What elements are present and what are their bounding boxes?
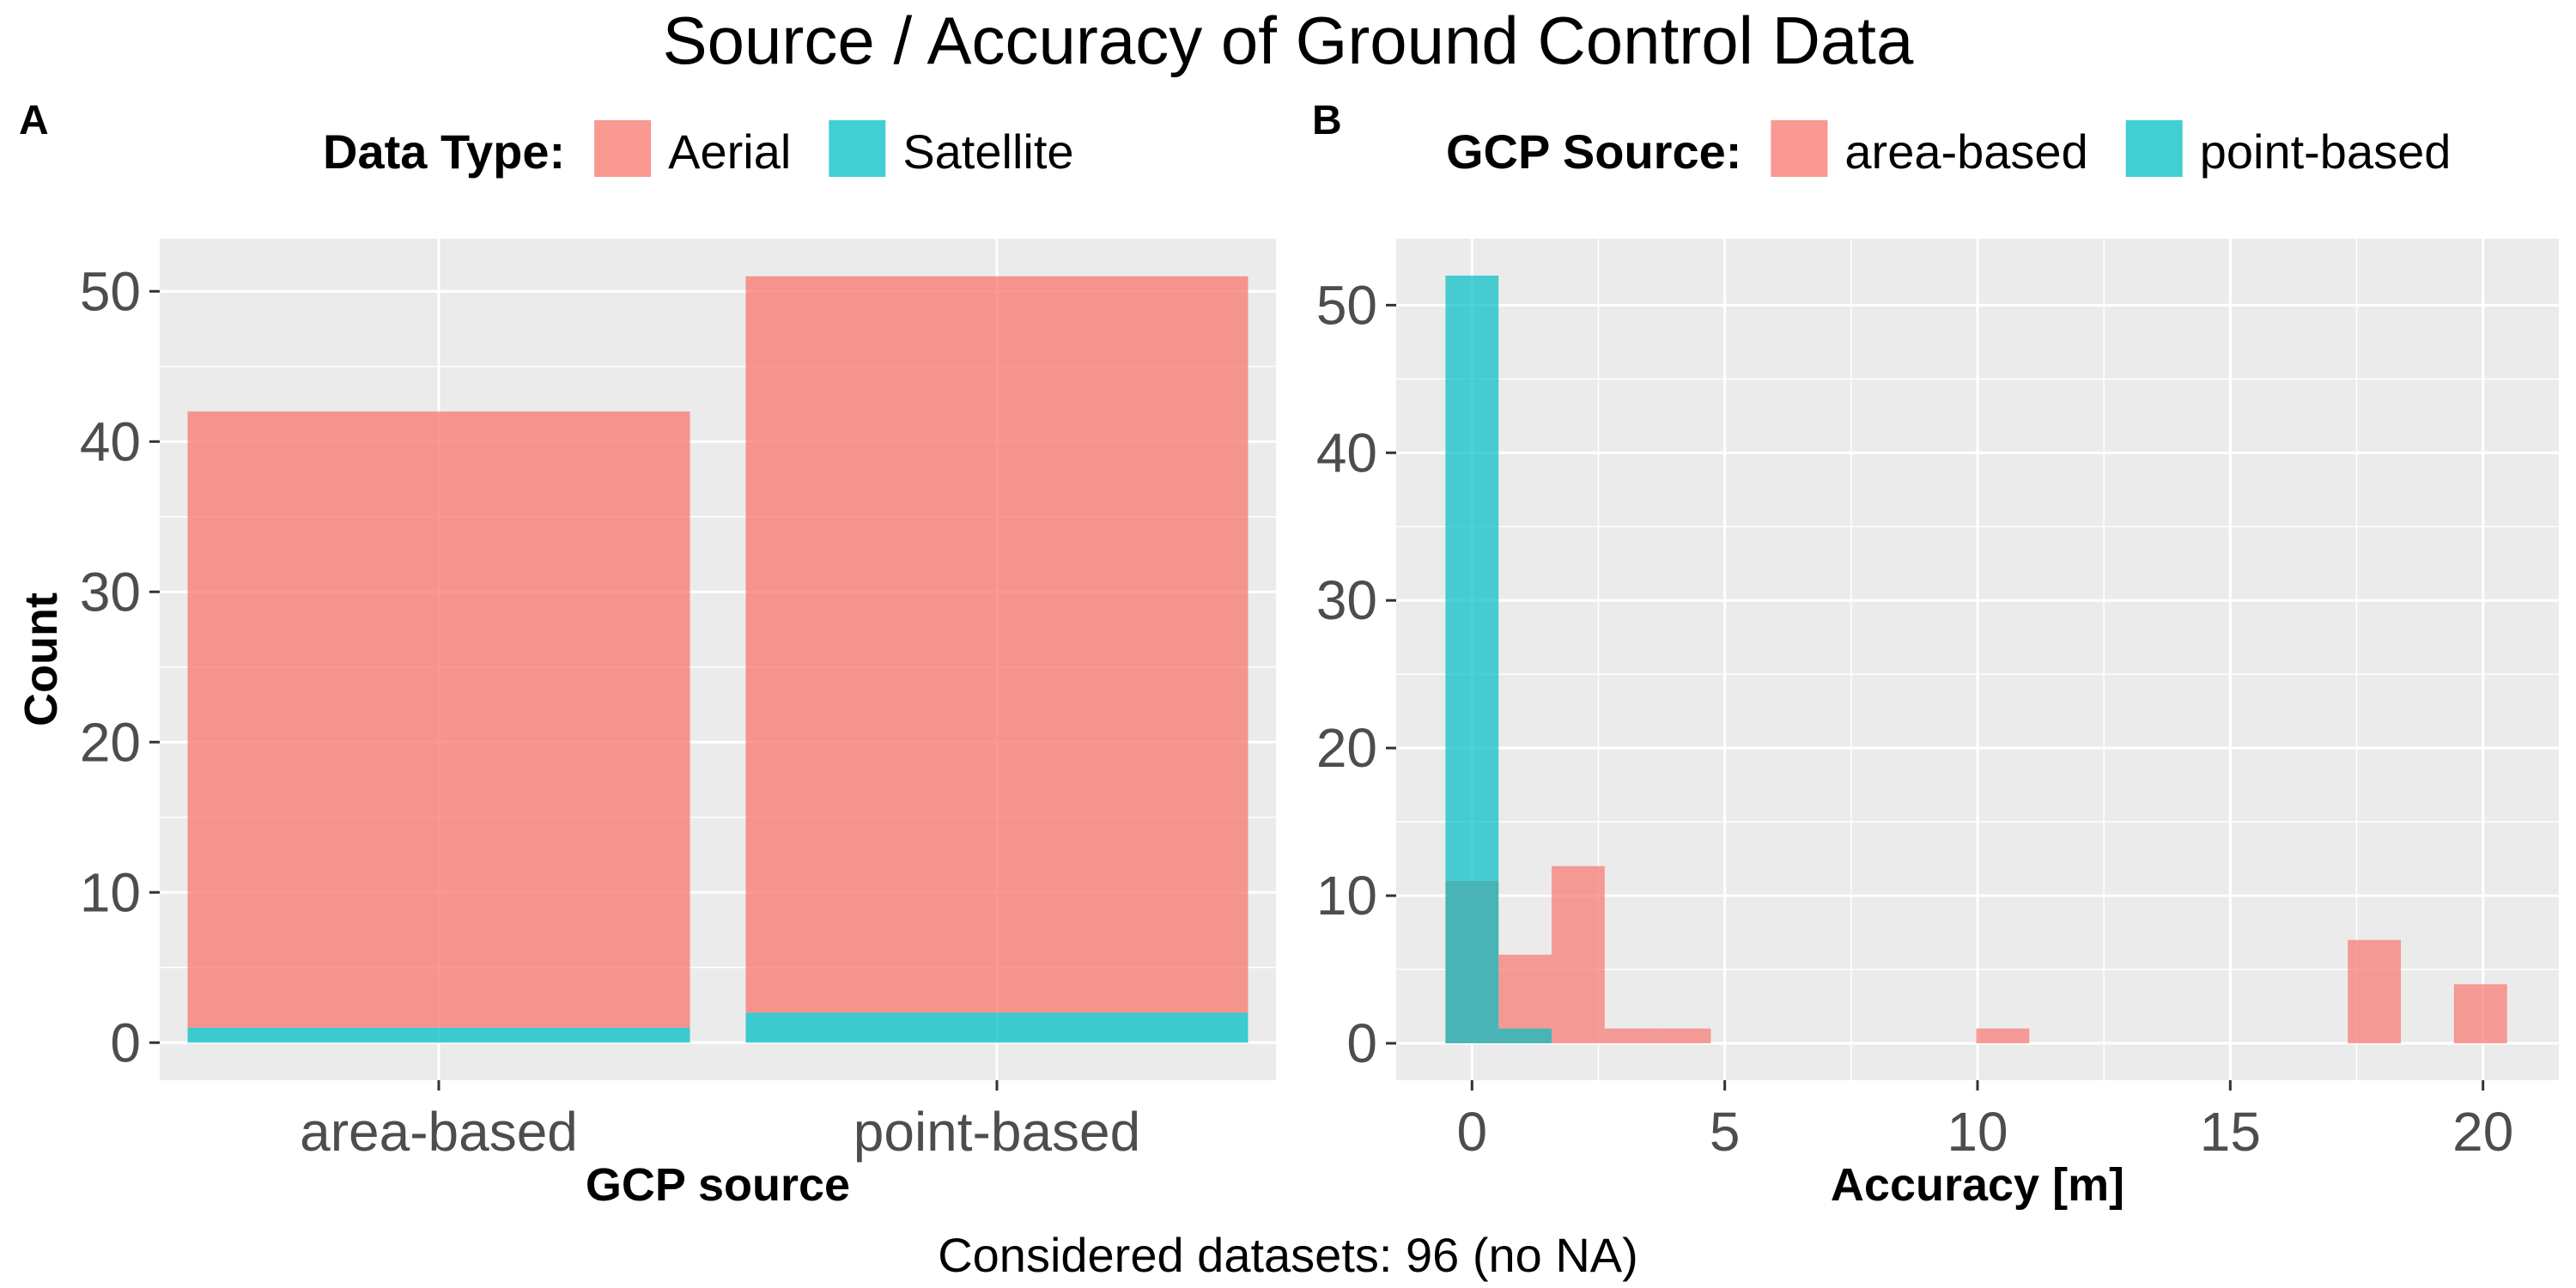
legend-gcp-source-label-area-based: area-based xyxy=(1844,125,2087,179)
panel-b-y-tick-label: 40 xyxy=(1316,422,1377,483)
legend-gcp-source-key-point-based xyxy=(2125,120,2183,177)
panel-b-x-tick-label: 15 xyxy=(2200,1101,2261,1163)
panel-b-tag: B xyxy=(1312,98,1342,143)
legend-data-type-label-Aerial: Aerial xyxy=(668,125,791,179)
legend-gcp-source-label-point-based: point-based xyxy=(2200,125,2451,179)
panel-b-y-tick-label: 20 xyxy=(1316,717,1377,779)
legend-data-type-key-Aerial xyxy=(594,120,652,177)
panel-b-x-axis-title: Accuracy [m] xyxy=(1831,1159,2124,1211)
chart-caption: Considered datasets: 96 (no NA) xyxy=(938,1228,1638,1282)
legend-data-type-key-Satellite xyxy=(829,120,886,177)
hist-bar-point-based xyxy=(1498,1028,1552,1044)
panel-b-y-tick-label: 50 xyxy=(1316,274,1377,336)
bar-satellite-area-based xyxy=(187,1027,690,1043)
panel-b-y-tick-label: 10 xyxy=(1316,865,1377,927)
hist-bar-area-based xyxy=(1657,1028,1711,1044)
panel-a-y-tick-label: 50 xyxy=(80,260,141,322)
panel-a-y-tick-label: 10 xyxy=(80,861,141,923)
panel-a-tag: A xyxy=(19,98,49,143)
legend-data-type-title: Data Type: xyxy=(323,125,565,179)
hist-bar-area-based xyxy=(2348,939,2402,1044)
bar-satellite-point-based xyxy=(745,1012,1249,1043)
legend-data-type: Data Type: Aerial Satellite xyxy=(323,120,1074,179)
panel-a-x-axis-title: GCP source xyxy=(586,1159,850,1211)
panel-b-x-tick-label: 20 xyxy=(2452,1101,2513,1163)
legend-gcp-source-title: GCP Source: xyxy=(1446,125,1741,179)
panel-a-y-tick-label: 40 xyxy=(80,410,141,472)
panel-a-y-tick-label: 0 xyxy=(110,1012,141,1073)
legend-data-type-label-Satellite: Satellite xyxy=(902,125,1073,179)
hist-bar-area-based xyxy=(1552,866,1605,1044)
hist-bar-point-based xyxy=(1445,275,1499,1044)
panel-b-x-tick-label: 5 xyxy=(1710,1101,1741,1163)
panel-a-y-tick-label: 20 xyxy=(80,711,141,773)
hist-bar-area-based xyxy=(1976,1028,2030,1044)
hist-bar-area-based xyxy=(2453,984,2507,1044)
panel-a-y-axis-title: Count xyxy=(15,592,67,726)
panel-b-x-tick-label: 10 xyxy=(1947,1101,2008,1163)
legend-gcp-source: GCP Source: area-based point-based xyxy=(1446,120,2451,179)
panel-b-x-tick-label: 0 xyxy=(1457,1101,1488,1163)
hist-bar-area-based xyxy=(1604,1028,1658,1044)
panel-a-x-tick-label: point-based xyxy=(854,1101,1140,1163)
legend-gcp-source-key-area-based xyxy=(1771,120,1828,177)
bar-aerial-area-based xyxy=(187,411,690,1028)
chart-title: Source / Accuracy of Ground Control Data xyxy=(662,3,1914,78)
panel-b-y-tick-label: 30 xyxy=(1316,569,1377,631)
panel-b-y-tick-label: 0 xyxy=(1346,1012,1377,1074)
panel-a-x-tick-label: area-based xyxy=(300,1101,578,1163)
bar-aerial-point-based xyxy=(745,276,1249,1013)
panel-b: 0 10 20 30 40 50 0 5 10 15 20 Accuracy [m] B xyxy=(1312,98,2559,1211)
panel-a-y-tick-label: 30 xyxy=(80,561,141,623)
